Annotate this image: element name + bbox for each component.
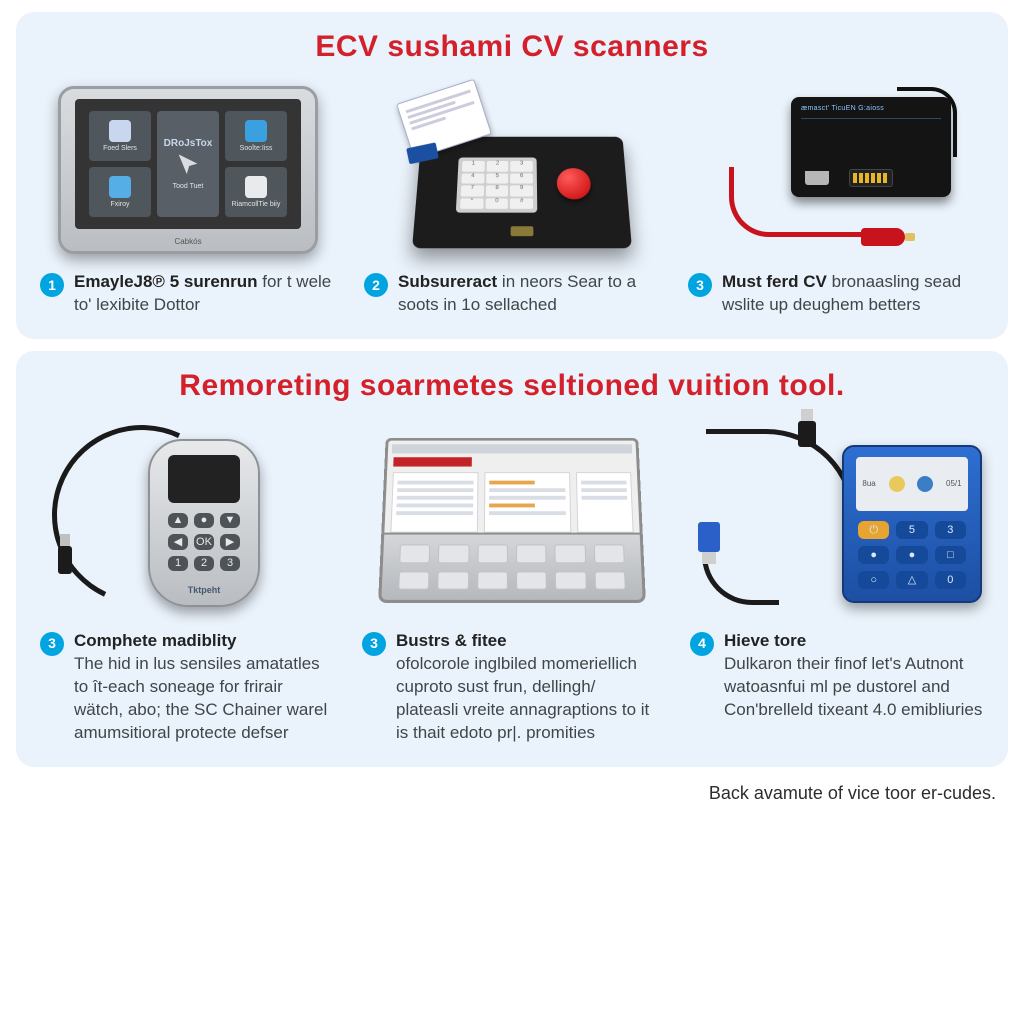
top-cell-2: 123456789*0# 2 Subsureract in neors Sear…	[364, 82, 660, 317]
caption-1: 1 EmayleJ8℗ 5 surenrun for t wele to' le…	[40, 271, 336, 317]
caption-6: 4 Hieve tore Dulkaron their finof let's …	[690, 630, 984, 722]
top-title: ECV sushami CV scanners	[40, 30, 984, 64]
top-cell-1: Foed Slers DRoJsTox Tood Tuet Sooîte:Iis…	[40, 82, 336, 317]
bottom-title: Remoreting soarmetes seltioned vuition t…	[40, 369, 984, 403]
badge-6: 4	[690, 632, 714, 656]
caption-3: 3 Must ferd CV bronaasling sead wslite u…	[688, 271, 984, 317]
red-button-icon	[556, 168, 591, 199]
bottom-row: ▲●▼ ◀OK▶ 123 Tktpeht 3 Comphete madiblit…	[40, 421, 984, 745]
badge-1: 1	[40, 273, 64, 297]
device-keypad-tray: 123456789*0#	[364, 82, 660, 257]
bottom-cell-3: 8ua 05/1 ⏻53 ●●□ ○△0 4 Hi	[690, 421, 984, 745]
top-row: Foed Slers DRoJsTox Tood Tuet Sooîte:Iis…	[40, 82, 984, 317]
badge-2: 2	[364, 273, 388, 297]
badge-5: 3	[362, 632, 386, 656]
device-obd-box: æmasct' TicuEN G:aioss	[688, 82, 984, 257]
usb-plug-icon	[58, 546, 72, 574]
footer-note: Back avamute of vice toor er-cudes.	[0, 779, 1024, 804]
pointer-icon	[174, 152, 202, 180]
caption-5: 3 Bustrs & fitee ofolcorole inglbiled mo…	[362, 630, 662, 745]
bottom-cell-1: ▲●▼ ◀OK▶ 123 Tktpeht 3 Comphete madiblit…	[40, 421, 334, 745]
top-cell-3: æmasct' TicuEN G:aioss 3 Must ferd CV br…	[688, 82, 984, 317]
top-panel: ECV sushami CV scanners Foed Slers DRoJs…	[16, 12, 1008, 339]
caption-2: 2 Subsureract in neors Sear to a soots i…	[364, 271, 660, 317]
badge-4: 3	[40, 632, 64, 656]
usb-a-plug-icon	[798, 421, 816, 447]
device-laptop-toolkit	[362, 421, 662, 616]
bottom-panel: Remoreting soarmetes seltioned vuition t…	[16, 351, 1008, 767]
device-usb-and-tester: 8ua 05/1 ⏻53 ●●□ ○△0	[690, 421, 984, 616]
caption-4: 3 Comphete madiblity The hid in lus sens…	[40, 630, 334, 745]
device-tablet: Foed Slers DRoJsTox Tood Tuet Sooîte:Iis…	[40, 82, 336, 257]
bottom-cell-2: 3 Bustrs & fitee ofolcorole inglbiled mo…	[362, 421, 662, 745]
usb-b-plug-icon	[698, 522, 720, 552]
device-handheld: ▲●▼ ◀OK▶ 123 Tktpeht	[40, 421, 334, 616]
badge-3: 3	[688, 273, 712, 297]
rca-plug-icon	[861, 228, 905, 246]
